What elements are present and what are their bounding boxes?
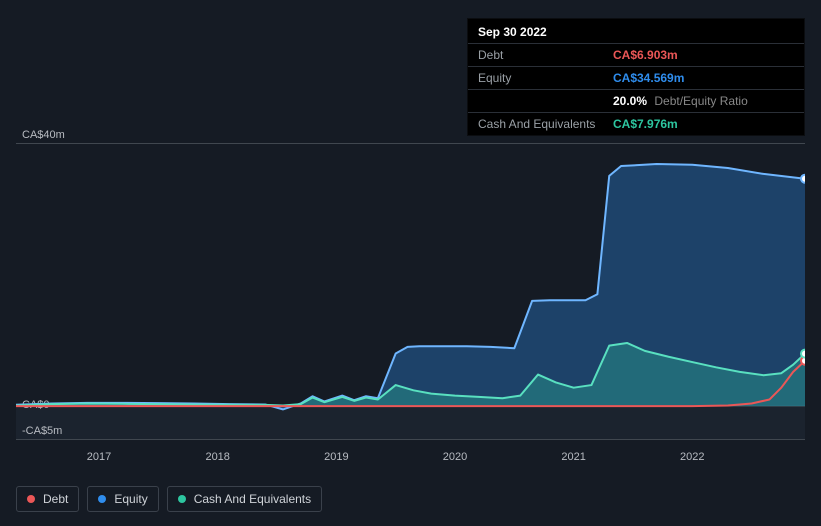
- tooltip-row-equity: Equity CA$34.569m: [468, 66, 804, 89]
- legend-label: Cash And Equivalents: [194, 492, 311, 506]
- tooltip-date: Sep 30 2022: [468, 19, 804, 43]
- ratio-value: 20.0%: [613, 94, 647, 108]
- tooltip-row-cash: Cash And Equivalents CA$7.976m: [468, 112, 804, 135]
- legend-dot: [27, 495, 35, 503]
- tooltip-key: Equity: [478, 70, 613, 86]
- chart-bottom-border: [16, 439, 805, 440]
- x-tick-label: 2020: [443, 451, 467, 463]
- chart-legend: Debt Equity Cash And Equivalents: [16, 486, 322, 512]
- hover-tooltip: Sep 30 2022 Debt CA$6.903m Equity CA$34.…: [467, 18, 805, 136]
- legend-item-debt[interactable]: Debt: [16, 486, 79, 512]
- x-tick-label: 2019: [324, 451, 348, 463]
- x-tick-label: 2018: [205, 451, 229, 463]
- tooltip-value: CA$6.903m: [613, 47, 678, 63]
- tooltip-value: 20.0% Debt/Equity Ratio: [613, 93, 748, 109]
- legend-item-equity[interactable]: Equity: [87, 486, 158, 512]
- legend-label: Equity: [114, 492, 147, 506]
- legend-label: Debt: [43, 492, 68, 506]
- cash-end-dot: [801, 350, 805, 358]
- x-tick-label: 2017: [87, 451, 111, 463]
- tooltip-key: Debt: [478, 47, 613, 63]
- chart-plot: [16, 143, 805, 439]
- legend-dot: [178, 495, 186, 503]
- tooltip-key: Cash And Equivalents: [478, 116, 613, 132]
- tooltip-key: [478, 93, 613, 109]
- legend-item-cash[interactable]: Cash And Equivalents: [167, 486, 322, 512]
- x-tick-label: 2021: [561, 451, 585, 463]
- tooltip-row-debt: Debt CA$6.903m: [468, 43, 804, 66]
- y-tick-label: CA$40m: [22, 129, 65, 141]
- tooltip-value: CA$34.569m: [613, 70, 684, 86]
- tooltip-row-ratio: 20.0% Debt/Equity Ratio: [468, 89, 804, 112]
- tooltip-value: CA$7.976m: [613, 116, 678, 132]
- x-tick-label: 2022: [680, 451, 704, 463]
- ratio-suffix: Debt/Equity Ratio: [654, 94, 747, 108]
- legend-dot: [98, 495, 106, 503]
- equity-end-dot: [801, 175, 805, 183]
